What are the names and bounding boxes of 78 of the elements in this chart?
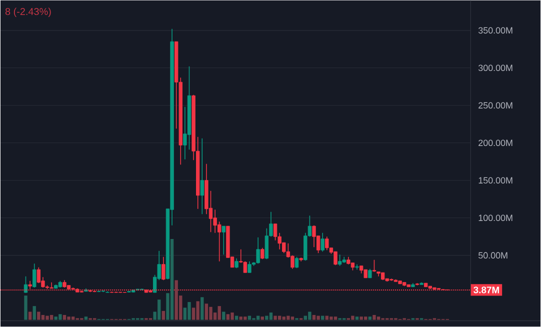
- candlestick: [355, 264, 359, 270]
- bar: [28, 312, 32, 320]
- bar: [244, 316, 247, 320]
- bar: [372, 315, 376, 320]
- candlestick: [312, 225, 316, 248]
- candlestick: [325, 236, 329, 251]
- candlestick: [334, 251, 338, 266]
- bar: [256, 316, 260, 320]
- bar: [278, 316, 282, 320]
- candlestick: [290, 255, 294, 270]
- bar: [162, 311, 166, 320]
- bar: [209, 306, 212, 320]
- bar: [265, 316, 268, 320]
- bar: [274, 316, 277, 320]
- bar: [368, 316, 372, 320]
- bar: [32, 306, 36, 320]
- bar: [196, 301, 200, 320]
- candlestick: [273, 224, 278, 241]
- bar: [248, 316, 252, 320]
- bar: [204, 304, 208, 320]
- candlestick: [294, 256, 299, 269]
- bar: [308, 312, 312, 320]
- y-tick-label: 250.00M: [478, 102, 512, 109]
- candlestick: [234, 258, 238, 269]
- bar: [174, 280, 178, 320]
- bar: [170, 239, 174, 320]
- y-tick-label: 300.00M: [478, 64, 512, 72]
- bar: [200, 297, 204, 320]
- y-tick-label: 150.00M: [478, 177, 512, 184]
- bar: [41, 315, 45, 320]
- bar: [67, 316, 70, 320]
- bar: [316, 316, 320, 320]
- bar: [321, 316, 324, 320]
- bar: [218, 306, 221, 320]
- bar: [50, 315, 54, 320]
- candlestick: [36, 267, 41, 284]
- y-tick-label: 50.00M: [478, 252, 508, 259]
- bar: [355, 316, 359, 320]
- y-tick-label: 350.00M: [478, 27, 512, 34]
- bar: [334, 316, 338, 320]
- bar: [286, 316, 290, 320]
- ref-line-label: 3.87M: [474, 286, 499, 294]
- bar: [330, 316, 333, 320]
- bar: [37, 312, 40, 320]
- candlestick: [222, 226, 226, 256]
- candlestick: [260, 248, 264, 260]
- bar: [290, 316, 294, 320]
- bar: [351, 316, 354, 320]
- candlestick: [28, 280, 32, 290]
- bar: [24, 296, 28, 320]
- bar: [360, 316, 363, 320]
- candlestick: [200, 138, 204, 215]
- bar: [260, 316, 264, 320]
- bar: [71, 316, 75, 320]
- bar: [234, 316, 238, 320]
- bar: [46, 316, 49, 320]
- candlestick: [320, 232, 324, 252]
- candlestick: [256, 237, 260, 264]
- bar: [269, 312, 273, 320]
- candlestick: [24, 276, 28, 294]
- annotation: 8 (-2.43%): [5, 8, 51, 18]
- y-tick-label: 200.00M: [478, 140, 512, 146]
- bar: [84, 316, 88, 320]
- bar: [58, 314, 62, 320]
- bar: [230, 312, 234, 320]
- candlestick: [32, 263, 36, 288]
- candlestick: [248, 261, 252, 274]
- bar: [226, 314, 230, 320]
- bar: [222, 312, 226, 320]
- bar: [312, 315, 316, 320]
- candlestick: [162, 256, 166, 281]
- bar: [325, 316, 329, 320]
- bar: [376, 316, 380, 320]
- bar: [188, 302, 191, 320]
- candlestick: [372, 260, 376, 272]
- y-tick-label: 100.00M: [478, 214, 512, 222]
- bar: [62, 315, 66, 320]
- candlestick: [338, 254, 342, 266]
